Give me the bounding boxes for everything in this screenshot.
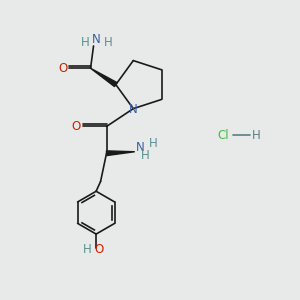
Text: O: O <box>58 62 67 75</box>
Text: H: H <box>149 137 158 150</box>
Text: N: N <box>92 33 101 46</box>
Text: N: N <box>129 103 138 116</box>
Text: H: H <box>251 129 260 142</box>
Text: H: H <box>81 36 90 49</box>
Polygon shape <box>106 151 135 156</box>
Text: N: N <box>136 141 145 154</box>
Text: H: H <box>103 36 112 49</box>
Text: Cl: Cl <box>217 129 229 142</box>
Text: O: O <box>72 120 81 133</box>
Polygon shape <box>91 68 117 87</box>
Text: H: H <box>83 243 92 256</box>
Text: O: O <box>94 243 103 256</box>
Text: H: H <box>141 149 149 162</box>
